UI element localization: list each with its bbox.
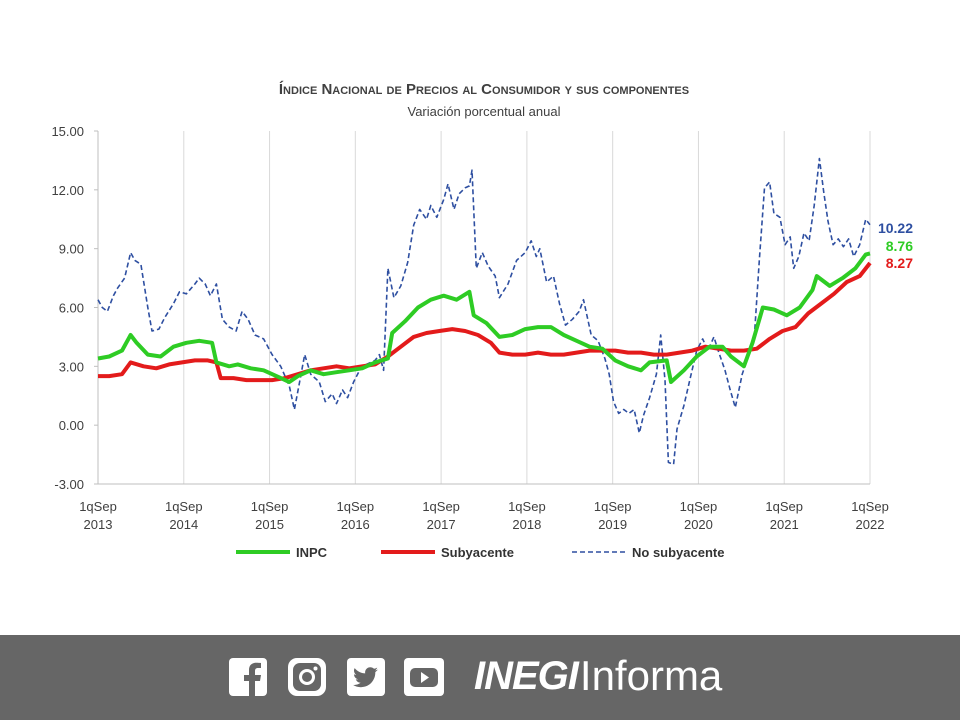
x-tick-label: 1qSep 2013	[79, 499, 117, 532]
series-line-subyacente	[98, 261, 872, 383]
series-line-inpc	[97, 251, 871, 384]
end-labels: 8.768.27 10.22	[878, 220, 913, 271]
instagram-icon[interactable]	[287, 657, 327, 697]
legend-label: No subyacente	[632, 545, 724, 560]
x-tick-label-line2: 2021	[770, 517, 799, 532]
x-tick-label-line2: 2020	[684, 517, 713, 532]
y-tick-label: 15.00	[51, 124, 84, 139]
series-lines	[97, 157, 872, 466]
x-tick-label: 1qSep 2017	[422, 499, 460, 532]
x-tick-label: 1qSep 2016	[337, 499, 375, 532]
legend-label: Subyacente	[441, 545, 514, 560]
series-line-no-subyacente	[97, 157, 871, 466]
y-tick-label: 6.00	[59, 301, 84, 316]
x-tick-label-line2: 2018	[512, 517, 541, 532]
chart-subtitle: Variación porcentual anual	[408, 104, 561, 119]
x-tick-label-line1: 1qSep	[765, 499, 803, 514]
end-label: 10.22	[878, 220, 913, 236]
x-tick-label: 1qSep 2019	[594, 499, 632, 532]
gridlines	[97, 131, 871, 484]
end-label: 8.76	[886, 238, 913, 254]
footer-bar: INEGI Informa	[0, 635, 960, 720]
brand-inegi: INEGI	[474, 653, 579, 698]
chart-area: Índice Nacional de Precios al Consumidor…	[51, 81, 913, 560]
x-tick-label: 1qSep 2020	[680, 499, 718, 532]
x-tick-label-line1: 1qSep	[251, 499, 289, 514]
x-tick-label: 1qSep 2015	[251, 499, 289, 532]
y-tick-label: 0.00	[59, 418, 84, 433]
x-tick-label-line1: 1qSep	[422, 499, 460, 514]
x-tick-label-line1: 1qSep	[680, 499, 718, 514]
chart-title: Índice Nacional de Precios al Consumidor…	[279, 81, 689, 98]
x-tick-label-line1: 1qSep	[508, 499, 546, 514]
y-tick-label: 9.00	[59, 242, 84, 257]
x-tick-label: 1qSep 2018	[508, 499, 546, 532]
x-tick-label: 1qSep 2021	[765, 499, 803, 532]
twitter-icon[interactable]	[346, 657, 386, 697]
x-tick-label-line2: 2022	[856, 517, 885, 532]
x-tick-label-line2: 2015	[255, 517, 284, 532]
x-tick-label-line2: 2019	[598, 517, 627, 532]
inegi-informa-logo: INEGI Informa	[474, 651, 722, 701]
x-tick-label: 1qSep 2014	[165, 499, 203, 532]
x-tick-label-line2: 2013	[84, 517, 113, 532]
x-tick-label-line1: 1qSep	[79, 499, 117, 514]
y-tick-label: -3.00	[54, 477, 84, 492]
brand-informa: Informa	[579, 652, 723, 699]
y-tick-label: 3.00	[59, 359, 84, 374]
x-tick-label-line2: 2014	[169, 517, 198, 532]
legend: INPC Subyacente No subyacente	[236, 545, 724, 560]
x-tick-label-line1: 1qSep	[851, 499, 889, 514]
x-tick-label: 1qSep 2022	[851, 499, 889, 532]
x-tick-label-line1: 1qSep	[594, 499, 632, 514]
x-tick-label-line2: 2017	[427, 517, 456, 532]
legend-label: INPC	[296, 545, 328, 560]
x-tick-label-line1: 1qSep	[337, 499, 375, 514]
line-chart: Índice Nacional de Precios al Consumidor…	[51, 81, 913, 560]
facebook-icon[interactable]	[228, 657, 268, 697]
y-tick-label: 12.00	[51, 183, 84, 198]
end-label: 8.27	[886, 255, 913, 271]
x-tick-label-line1: 1qSep	[165, 499, 203, 514]
youtube-icon[interactable]	[404, 657, 444, 697]
x-tick-label-line2: 2016	[341, 517, 370, 532]
